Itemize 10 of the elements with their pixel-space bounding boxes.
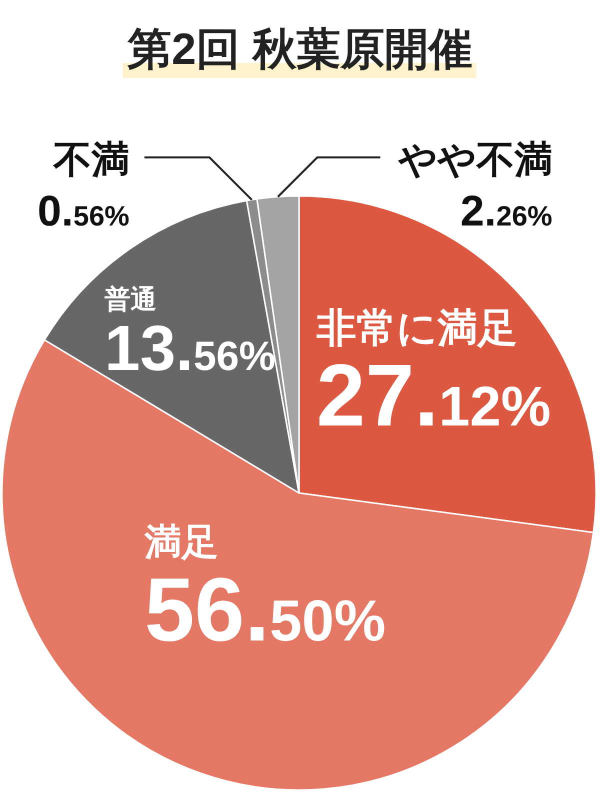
chart-title: 第2回 秋葉原開催 [126, 25, 472, 74]
slice-label: やや不満 [397, 139, 552, 182]
slice-label: 不満 [52, 139, 130, 182]
data-label: 0.56% [37, 187, 130, 236]
slice-label: 非常に満足 [315, 306, 518, 351]
data-label: 2.26% [460, 187, 552, 236]
data-label: 56.50% [144, 560, 386, 661]
data-label: 13.56% [104, 312, 276, 384]
slice-label: 普通 [103, 284, 156, 314]
slice-label: 満足 [143, 522, 218, 563]
